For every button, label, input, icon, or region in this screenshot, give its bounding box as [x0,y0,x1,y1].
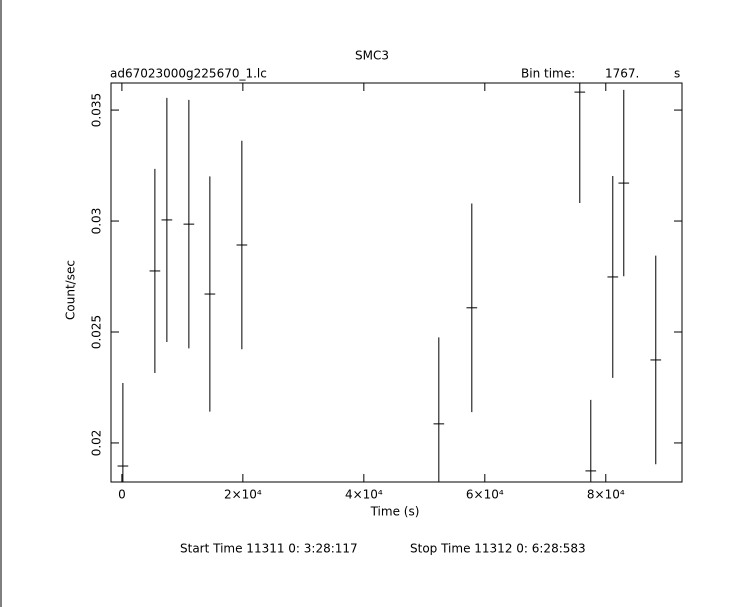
plot-area [117,83,662,482]
start-time: Start Time 11311 0: 3:28:117 [180,542,358,556]
plot-frame [110,82,683,483]
bin-time-value: 1767. [605,67,639,81]
bin-time-label: Bin time: [521,67,575,81]
chart-title: SMC3 [355,49,389,63]
x-tick-label: 8×10⁴ [587,488,625,502]
x-tick-label: 4×10⁴ [345,488,383,502]
y-axis-label: Count/sec [64,260,78,320]
x-tick-label: 2×10⁴ [224,488,262,502]
y-tick-label: 0.03 [90,208,104,235]
file-name: ad67023000g225670_1.lc [110,67,267,81]
y-tick-label: 0.02 [90,430,104,457]
y-tick-label: 0.025 [90,315,104,349]
x-tick-label: 6×10⁴ [466,488,504,502]
y-tick-label: 0.035 [90,93,104,127]
x-tick-label: 0 [118,488,126,502]
stop-time: Stop Time 11312 0: 6:28:583 [410,542,586,556]
bin-time-unit: s [674,67,680,81]
x-axis-label: Time (s) [370,505,420,519]
